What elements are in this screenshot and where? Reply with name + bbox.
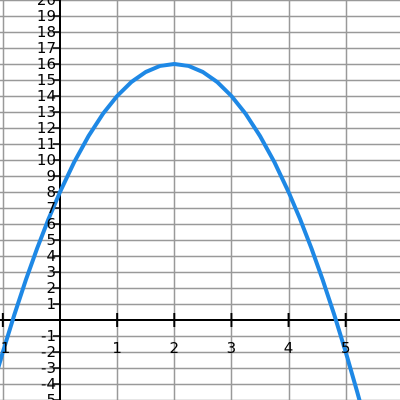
parabola-curve: [0, 62, 362, 400]
x-tick-label: 2: [170, 339, 180, 357]
y-tick-label: -5: [41, 391, 56, 400]
y-tick-label: -2: [41, 343, 56, 361]
y-tick-label: 16: [37, 55, 56, 73]
y-tick-label: 14: [37, 87, 56, 105]
y-tick-label: 2: [46, 279, 56, 297]
x-tick-label: 3: [227, 339, 237, 357]
y-tick-label: 8: [46, 183, 56, 201]
x-tick-label: -1: [0, 339, 10, 357]
y-tick-label: 9: [46, 167, 56, 185]
y-tick-label: 15: [37, 71, 56, 89]
y-tick-label: 10: [37, 151, 56, 169]
y-tick-label: 3: [46, 263, 56, 281]
y-tick-label: 6: [46, 215, 56, 233]
y-tick-label: 20: [37, 0, 56, 9]
y-tick-label: 13: [37, 103, 56, 121]
y-tick-label: 12: [37, 119, 56, 137]
series-layer: [0, 62, 362, 400]
tick-marks: [1, 0, 347, 400]
y-tick-label: 5: [46, 231, 56, 249]
y-tick-label: 19: [37, 7, 56, 25]
y-tick-label: 1: [46, 295, 56, 313]
y-tick-label: -3: [41, 359, 56, 377]
y-tick-label: -4: [41, 375, 56, 393]
x-tick-label: 4: [284, 339, 294, 357]
x-tick-label: 1: [112, 339, 122, 357]
y-tick-label: 7: [46, 199, 56, 217]
y-tick-label: 11: [37, 135, 56, 153]
y-tick-label: 17: [37, 39, 56, 57]
x-tick-label: 5: [341, 339, 351, 357]
tick-labels: -1123452019181716151413121110987654321-1…: [0, 0, 350, 400]
y-tick-label: 4: [46, 247, 56, 265]
y-tick-label: 18: [37, 23, 56, 41]
y-tick-label: -1: [41, 327, 56, 345]
